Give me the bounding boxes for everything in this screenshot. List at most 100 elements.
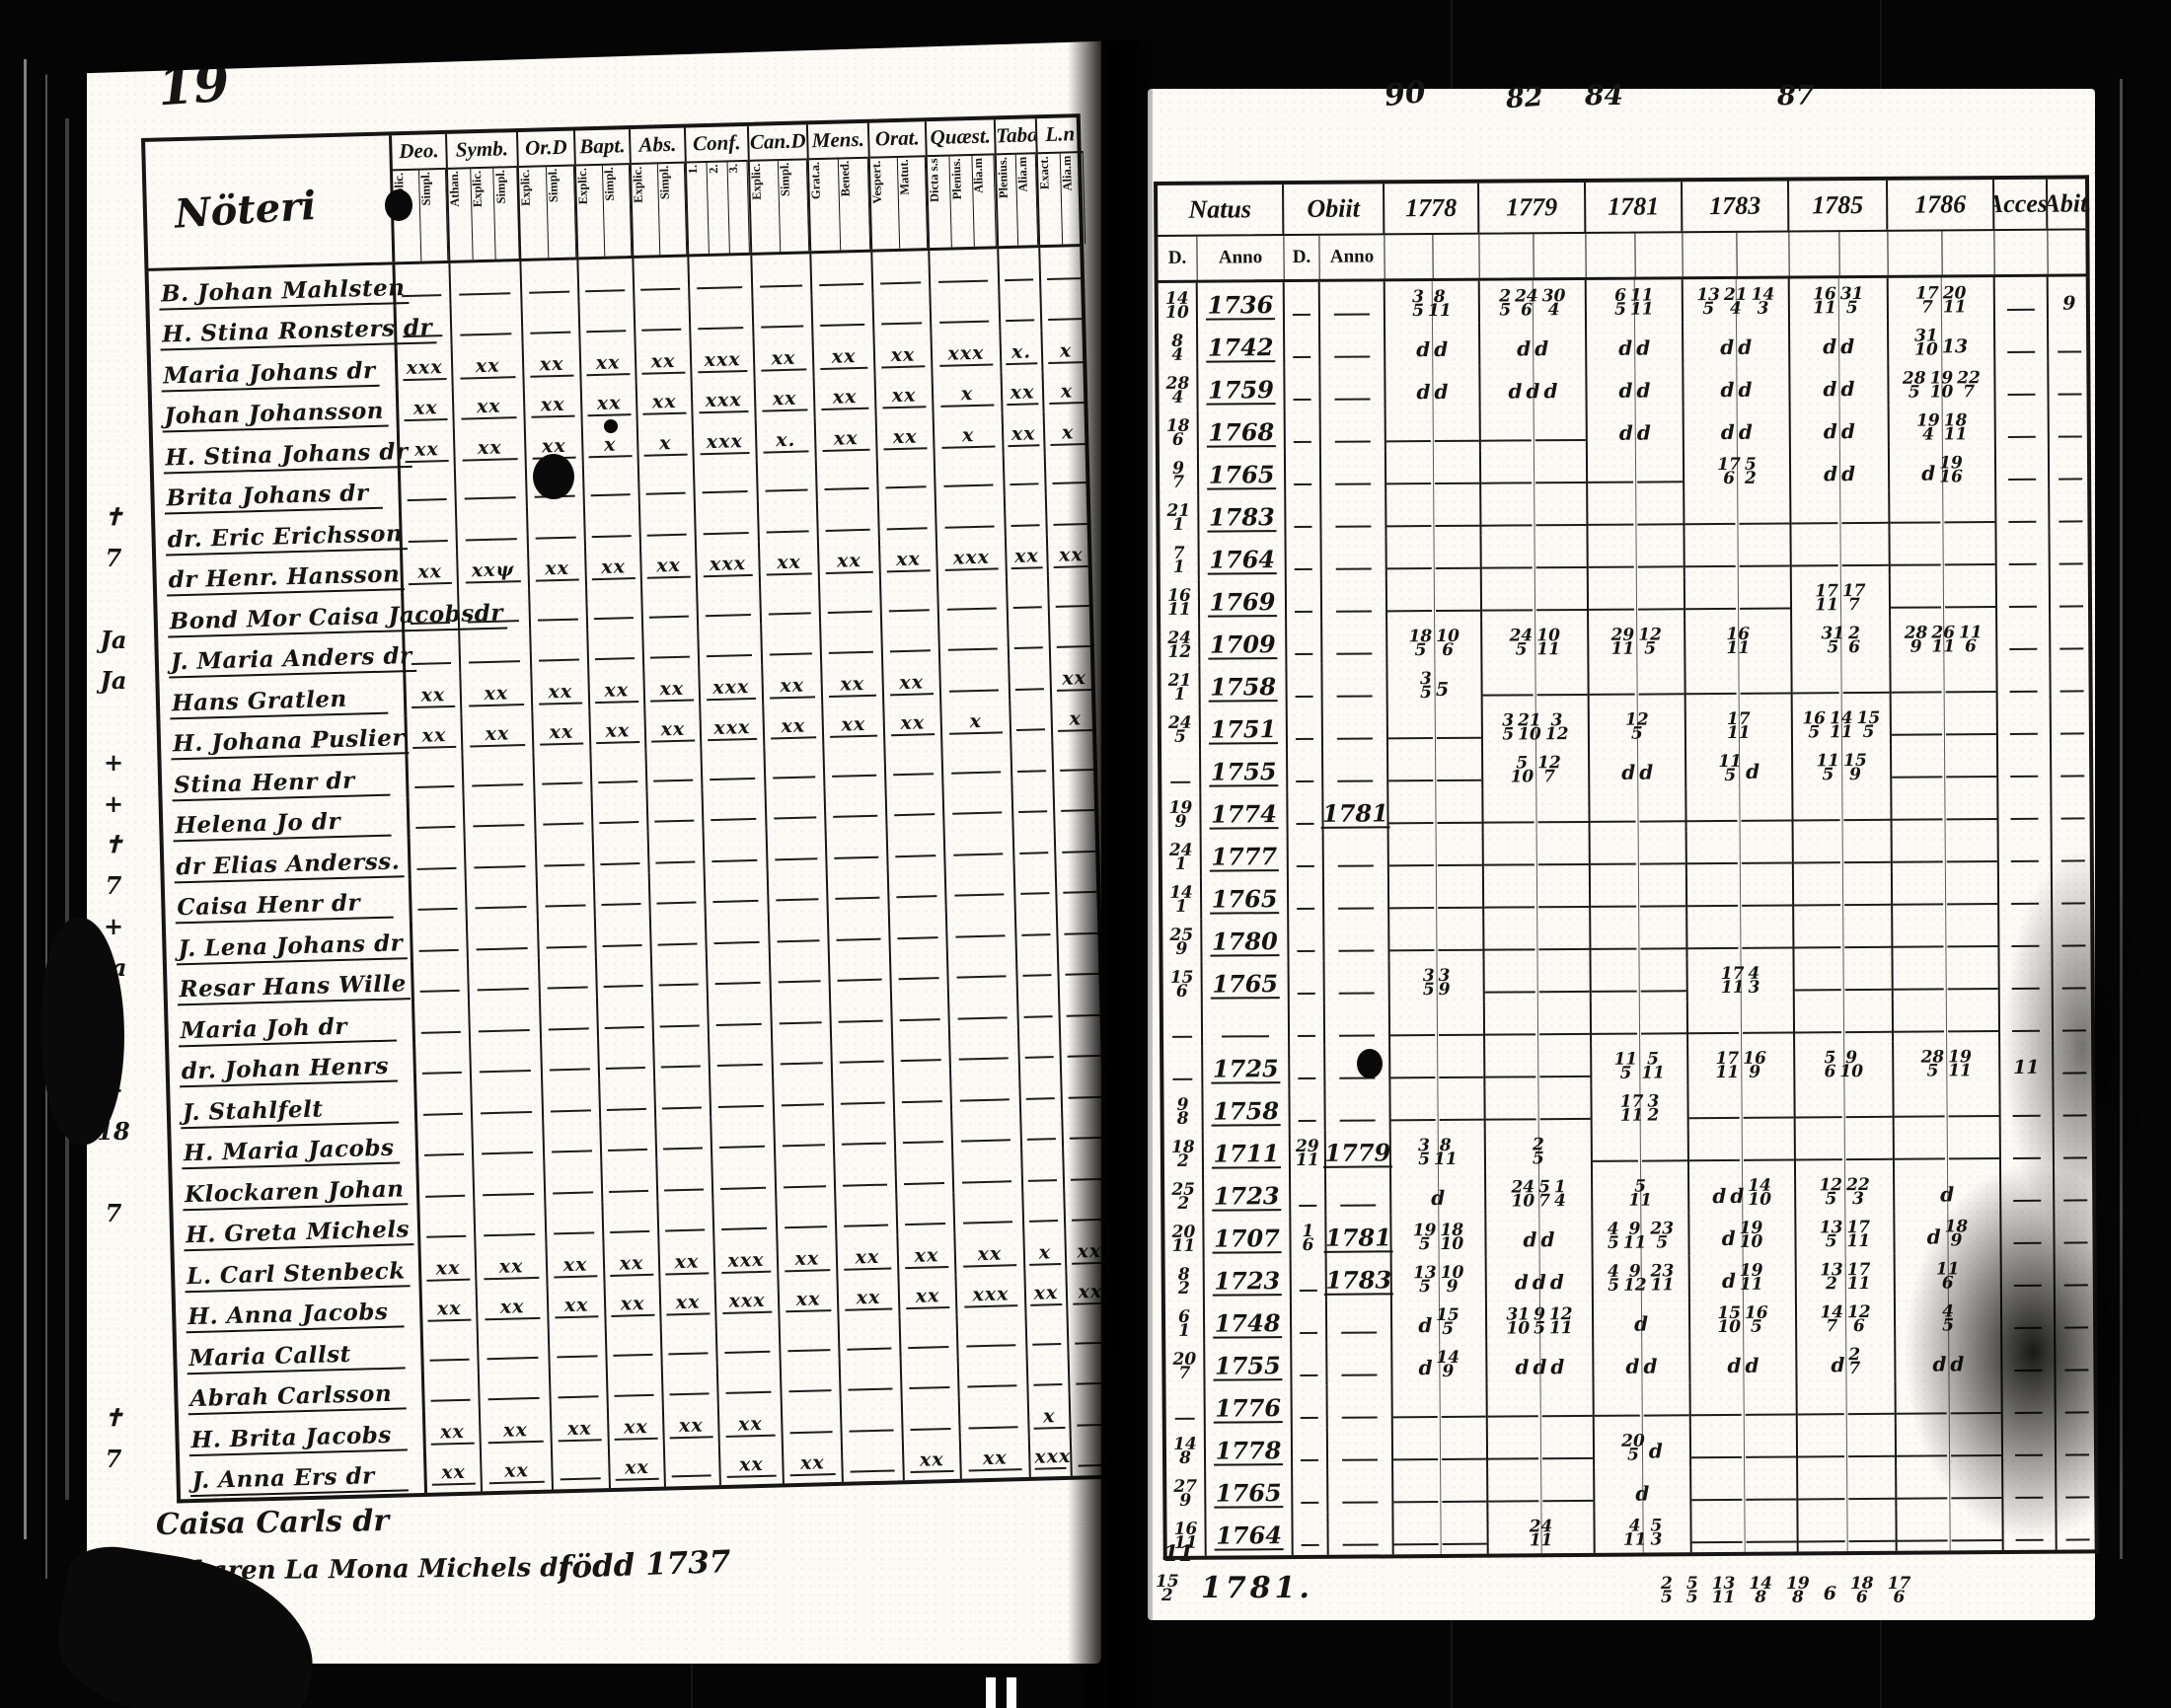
mark-cell xyxy=(781,1359,842,1402)
empty-dash xyxy=(1442,1457,1487,1460)
mark-cell xyxy=(416,1081,474,1125)
attendance-marks: xx xyxy=(488,1459,545,1485)
attendance-marks: xxx xyxy=(706,676,756,701)
year-mark-cell: 16 11 31 5 xyxy=(1789,277,1890,322)
date-fraction: 31 5 xyxy=(1821,624,1845,658)
year-mark-cell xyxy=(1894,1126,2002,1169)
year-mark-cell xyxy=(1481,491,1589,536)
person-name: J. Lena Johans dr xyxy=(176,928,408,965)
person-name: Maria Johans dr xyxy=(160,356,381,393)
empty-dash xyxy=(1297,1034,1316,1038)
mark-cell xyxy=(412,918,469,961)
mark-cell xyxy=(543,1078,602,1122)
empty-dash xyxy=(543,822,584,826)
year-subcolumns xyxy=(1479,233,1587,278)
empty-dash xyxy=(1844,988,1892,992)
mark-cell xyxy=(825,783,888,828)
person-name: B. Johan Mahlsten xyxy=(158,273,410,311)
empty-dash xyxy=(1393,1543,1439,1546)
empty-dash xyxy=(1010,483,1039,486)
table-row: 8 4 1742 d d d d d d d d d d 31 10 13 xyxy=(1159,319,2086,368)
mark-cell xyxy=(878,496,937,540)
obiit-day-cell xyxy=(1286,493,1322,538)
natus-anno-cell: 1776 xyxy=(1205,1385,1293,1429)
abit-cell xyxy=(2052,701,2093,743)
subcolumn-label: 3. xyxy=(727,161,751,254)
empty-dash xyxy=(1638,693,1684,696)
empty-dash xyxy=(943,483,995,487)
mark-cell xyxy=(816,457,879,500)
person-name-cell: Caisa Henr dr xyxy=(164,878,412,927)
ditto-mark: d xyxy=(1721,1225,1736,1251)
year-mark-cell: 16 11 xyxy=(1685,618,1793,662)
empty-dash xyxy=(1295,780,1314,783)
empty-dash xyxy=(774,816,817,820)
obiit-anno-cell xyxy=(1321,536,1387,579)
footnote-name: Caisa Carls dr xyxy=(155,1503,390,1543)
film-streak xyxy=(65,118,69,1500)
attendance-marks: xx xyxy=(484,1296,541,1321)
abit-cell xyxy=(2052,743,2093,785)
ditto-mark: d xyxy=(1434,379,1449,405)
ditto-mark: d xyxy=(1840,377,1855,402)
empty-dash xyxy=(938,279,989,283)
year-mark-cell: 2 5 24 6 30 4 xyxy=(1479,279,1588,324)
date-fraction: 31 10 xyxy=(1913,326,1938,360)
person-name: Resar Hans Wille xyxy=(177,970,412,1006)
empty-dash xyxy=(1947,903,1998,906)
empty-dash xyxy=(550,1108,592,1112)
abit-cell xyxy=(2052,785,2093,828)
mark-cell xyxy=(635,297,692,340)
empty-dash xyxy=(1743,1116,1794,1119)
date-fraction: 13 5 xyxy=(1819,1218,1843,1252)
empty-dash xyxy=(957,1015,1009,1020)
mark-cell xyxy=(706,910,771,953)
empty-dash xyxy=(672,1474,712,1478)
attendance-marks: xx xyxy=(426,1256,471,1282)
subcolumn-label: Vespert. xyxy=(869,157,901,250)
date-fraction: 26 11 xyxy=(1931,623,1956,657)
ink-blot xyxy=(385,189,412,221)
column-header-tab: Tabæ Plenius. Alia.m xyxy=(995,118,1041,247)
year-mark-cell: 24 10 5 7 1 4 xyxy=(1486,1170,1594,1215)
mark-cell: xxx xyxy=(692,378,757,421)
empty-dash xyxy=(966,1343,1016,1348)
empty-dash xyxy=(1891,606,1942,609)
natus-day-cell: 21 1 xyxy=(1160,664,1201,707)
attendance-marks: xx xyxy=(459,354,516,380)
mark-cell xyxy=(474,1161,547,1206)
empty-dash xyxy=(1637,565,1684,568)
year-mark-cell xyxy=(1481,576,1590,621)
empty-dash xyxy=(2009,690,2038,693)
mark-cell xyxy=(939,617,1011,660)
mark-cell xyxy=(465,834,538,878)
empty-dash xyxy=(1688,1158,1740,1162)
person-name-cell: B. Johan Mahlsten xyxy=(148,264,410,313)
mark-cell: xxx xyxy=(1029,1435,1073,1477)
natus-day-cell: 16 11 xyxy=(1160,579,1201,623)
year-mark-cell: 17 11 3 2 xyxy=(1592,1085,1689,1129)
mark-cell: xx xyxy=(644,666,702,709)
margin-mark: 7 xyxy=(105,870,122,900)
subcolumn-label: Simpl. xyxy=(418,169,449,261)
empty-dash xyxy=(1392,1416,1438,1419)
ditto-mark: d xyxy=(1625,1354,1640,1378)
year-mark-cell: 17 11 4 3 xyxy=(1687,957,1795,1002)
date-fraction: 19 16 xyxy=(1939,453,1964,487)
date-fraction: 15 10 xyxy=(1717,1302,1742,1338)
date-fraction: 17 11 xyxy=(1846,1218,1871,1252)
date-fraction: 18 2 xyxy=(1170,1137,1195,1171)
mark-cell: xx xyxy=(754,335,815,379)
year-mark-cell: 4 11 5 3 xyxy=(1595,1510,1692,1553)
date-fraction: 17 6 xyxy=(1887,1574,1911,1607)
empty-dash xyxy=(1746,1540,1797,1543)
empty-dash xyxy=(412,661,452,665)
mark-cell: xx xyxy=(783,1441,844,1484)
date-fraction: 21 10 xyxy=(1518,710,1541,745)
